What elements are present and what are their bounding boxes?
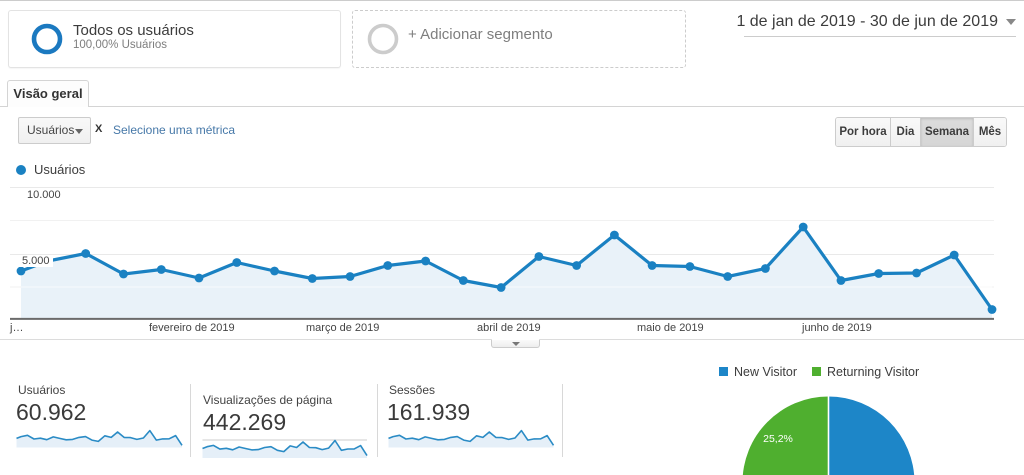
svg-text:25,2%: 25,2% (763, 433, 793, 445)
